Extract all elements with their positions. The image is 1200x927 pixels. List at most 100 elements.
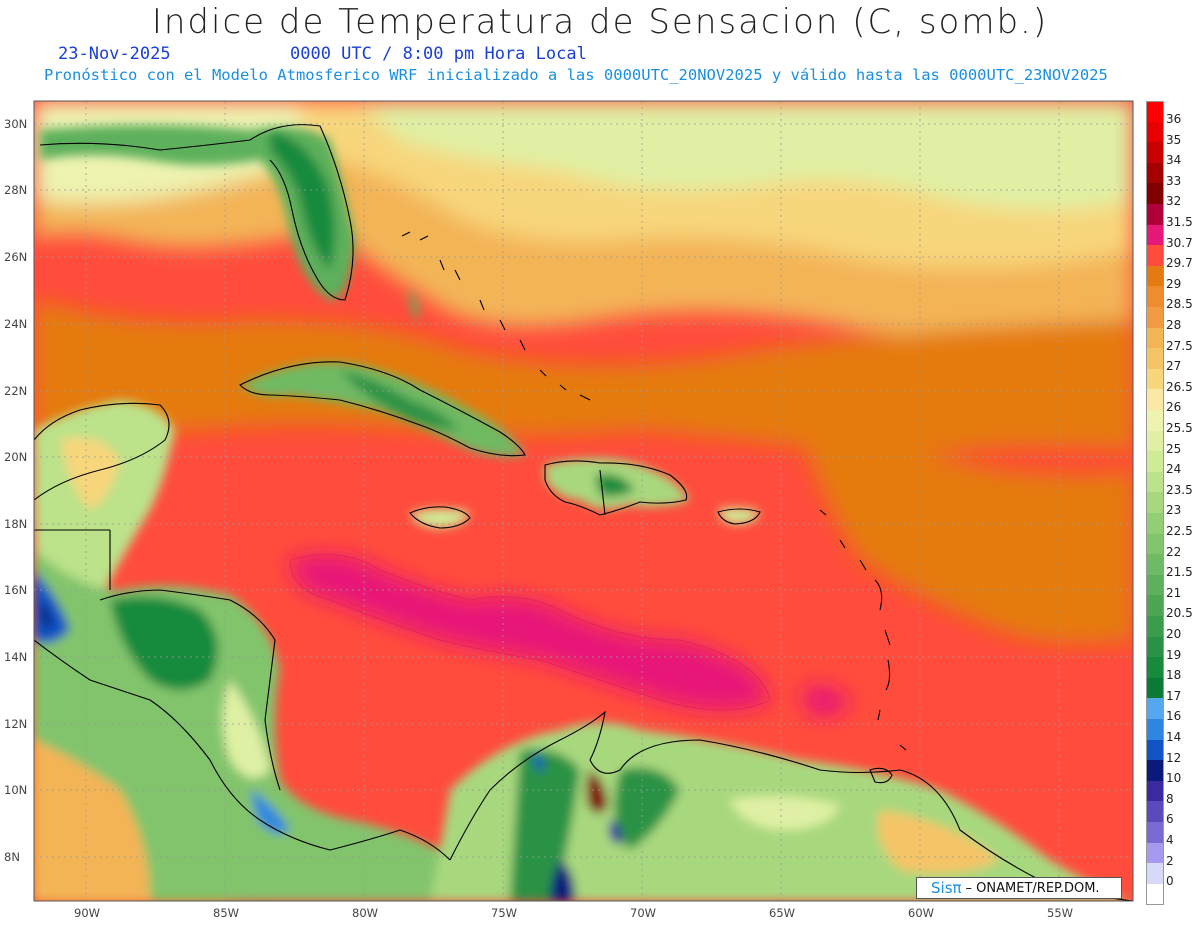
colorbar-label: 27.5: [1166, 338, 1193, 353]
colorbar-label: 22.5: [1166, 524, 1193, 538]
colorbar-swatch: [1146, 657, 1164, 678]
colorbar-label: 6: [1166, 812, 1174, 827]
lon-label: 80W: [352, 906, 379, 920]
colorbar-swatch: [1146, 698, 1164, 719]
colorbar-swatch: [1146, 760, 1164, 781]
colorbar-swatch: [1146, 883, 1164, 906]
colorbar-label: 20: [1166, 627, 1182, 641]
lon-label: 65W: [769, 906, 796, 920]
colorbar-swatch: [1146, 265, 1164, 287]
colorbar-label: 20.5: [1166, 606, 1193, 621]
colorbar-swatch: [1146, 719, 1164, 740]
colorbar-label: 27: [1166, 359, 1182, 374]
colorbar-swatch: [1146, 801, 1164, 822]
lat-label: 28N: [4, 183, 28, 197]
colorbar-label: 12: [1166, 750, 1182, 765]
colorbar-label: 28: [1166, 318, 1182, 332]
colorbar-swatch: [1146, 410, 1164, 431]
colorbar-label: 29.7: [1166, 256, 1193, 271]
colorbar-label: 33: [1166, 173, 1182, 188]
colorbar-label: 26: [1166, 400, 1182, 415]
lon-label: 70W: [630, 906, 657, 920]
colorbar-swatch: [1146, 780, 1164, 802]
colorbar-swatch: [1146, 389, 1164, 410]
colorbar-label: 25.5: [1166, 421, 1193, 435]
colorbar-label: 30.7: [1166, 235, 1193, 250]
colorbar-label: 22: [1166, 544, 1182, 559]
colorbar-label: 18: [1166, 668, 1182, 683]
map-title: Indice de Temperatura de Sensacion (C, s…: [151, 2, 1049, 42]
colorbar-swatch: [1146, 636, 1164, 658]
colorbar-label: 21.5: [1166, 565, 1193, 580]
colorbar-swatch: [1146, 245, 1164, 266]
colorbar-label: 32: [1166, 194, 1182, 209]
colorbar-label: 23: [1166, 503, 1182, 518]
lat-label: 8N: [4, 850, 20, 864]
colorbar-label: 29: [1166, 276, 1182, 291]
colorbar-swatch: [1146, 863, 1164, 884]
colorbar-swatch: [1146, 327, 1164, 349]
date-label: 23-Nov-2025: [58, 44, 171, 64]
lat-label: 18N: [4, 517, 28, 531]
colorbar-swatch: [1146, 368, 1164, 390]
lon-label: 55W: [1047, 906, 1074, 920]
colorbar-swatch: [1146, 533, 1164, 555]
colorbar-swatch: [1146, 430, 1164, 452]
colorbar-label: 14: [1166, 730, 1182, 744]
colorbar-swatch: [1146, 451, 1164, 472]
colorbar-swatch: [1146, 595, 1164, 616]
colorbar-label: 34: [1166, 153, 1182, 168]
colorbar-label: 35: [1166, 132, 1182, 147]
lat-label: 24N: [4, 317, 28, 331]
colorbar-label: 17: [1166, 688, 1182, 703]
colorbar-swatch: [1146, 348, 1164, 369]
colorbar-label: 4: [1166, 833, 1174, 847]
lat-label: 10N: [4, 783, 28, 797]
colorbar-label: 16: [1166, 709, 1182, 724]
colorbar-swatch: [1146, 842, 1164, 864]
colorbar-swatch: [1146, 492, 1164, 513]
colorbar-swatch: [1146, 204, 1164, 225]
colorbar-swatch: [1146, 471, 1164, 493]
coastlines: [34, 124, 1133, 901]
colorbar-swatch: [1146, 224, 1164, 246]
colorbar-label: 31.5: [1166, 215, 1193, 229]
lat-label: 14N: [4, 650, 28, 664]
colorbar-label: 2: [1166, 853, 1174, 868]
lat-label: 20N: [4, 450, 28, 464]
colorbar-swatch: [1146, 616, 1164, 637]
colorbar-swatch: [1146, 739, 1164, 761]
lat-label: 12N: [4, 717, 28, 731]
colorbar-swatch: [1146, 121, 1164, 143]
colorbar-swatch: [1146, 822, 1164, 843]
colorbar-swatch: [1146, 286, 1164, 307]
colorbar-label: 25: [1166, 441, 1182, 456]
colorbar-swatch: [1146, 101, 1164, 123]
lat-label: 16N: [4, 583, 28, 597]
credit-box: Sisπ – ONAMET/REP.DOM.: [916, 877, 1122, 899]
colorbar-label: 36: [1166, 112, 1182, 126]
colorbar-label: 26.5: [1166, 379, 1193, 394]
lat-label: 22N: [4, 384, 28, 398]
colorbar-label: 24: [1166, 462, 1182, 477]
colorbar-swatch: [1146, 307, 1164, 328]
lon-label: 85W: [213, 906, 240, 920]
lat-label: 26N: [4, 250, 28, 264]
colorbar-swatch: [1146, 162, 1164, 184]
colorbar-label: 23.5: [1166, 482, 1193, 497]
colorbar-swatch: [1146, 142, 1164, 163]
colorbar-label: 28.5: [1166, 297, 1193, 312]
lon-label: 75W: [491, 906, 518, 920]
lat-label: 30N: [4, 117, 28, 131]
colorbar-swatch: [1146, 574, 1164, 596]
colorbar-label: 8: [1166, 791, 1174, 806]
lon-label: 90W: [74, 906, 101, 920]
colorbar-swatch: [1146, 677, 1164, 699]
lon-label: 60W: [908, 906, 935, 920]
credit-text: – ONAMET/REP.DOM.: [965, 880, 1100, 896]
forecast-note: Pronóstico con el Modelo Atmosferico WRF…: [44, 66, 1108, 84]
colorbar-label: 10: [1166, 771, 1182, 786]
colorbar-swatch: [1146, 183, 1164, 204]
colorbar-label: 0: [1166, 874, 1174, 889]
